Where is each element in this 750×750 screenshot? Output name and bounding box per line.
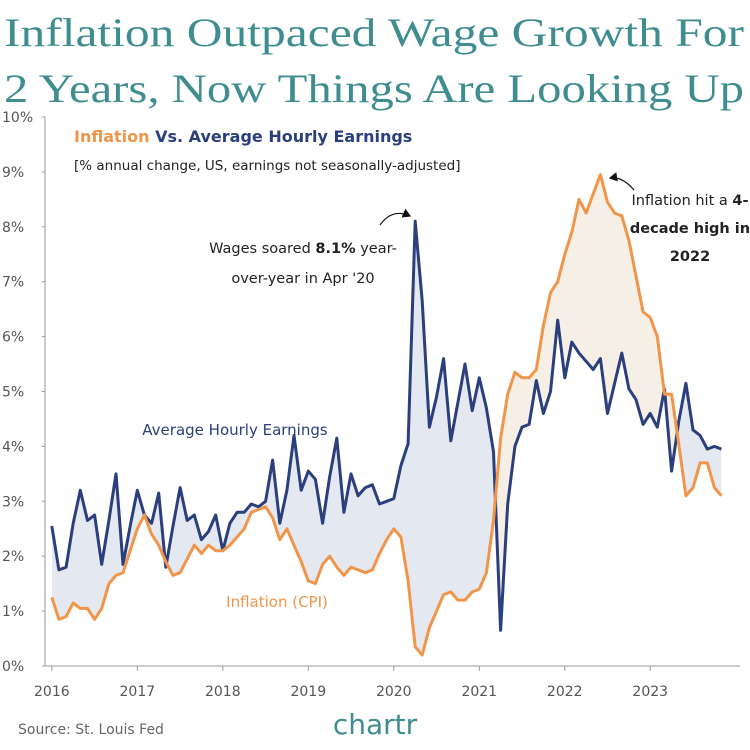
annotation-text: 4- (732, 193, 748, 209)
heading-part: Average Hourly Earnings (189, 127, 413, 146)
source: Source: St. Louis Fed (18, 722, 164, 738)
y-tick-label: 0% (2, 659, 24, 675)
x-tick-label: 2018 (205, 684, 241, 700)
y-tick-label: 5% (2, 385, 24, 401)
y-tick-label: 10% (2, 110, 33, 126)
y-tick-label: 9% (2, 165, 24, 181)
y-tick-label: 2% (2, 549, 24, 565)
heading-part: Inflation (74, 127, 150, 146)
x-tick-label: 2020 (376, 684, 412, 700)
subtitle: [% annual change, US, earnings not seaso… (74, 158, 460, 174)
heading-part: Vs. (155, 127, 183, 146)
annotation-arrow (379, 208, 412, 226)
x-tick-label: 2016 (34, 684, 70, 700)
heading: Inflation Vs. Average Hourly Earnings (74, 127, 412, 146)
annotation-text: year- (356, 241, 397, 257)
plot-area: 0% 1% 2% 3% 4% 5% 6% 7% 8% 9% 10% 2016 2017 2018 2019 2… (2, 110, 740, 700)
y-tick-label: 3% (2, 494, 24, 510)
annotation-arrow (608, 172, 635, 191)
series-label: Inflation (CPI) (226, 593, 328, 611)
x-tick-label: 2021 (461, 684, 497, 700)
chart-title: 2 Years, Now Things Are Looking Up (4, 66, 744, 111)
x-tick-label: 2019 (290, 684, 326, 700)
annotation-text: 8.1% (315, 241, 356, 257)
annotation-text: over-year in Apr '20 (231, 271, 374, 287)
x-tick-label: 2017 (120, 684, 156, 700)
y-tick-label: 4% (2, 439, 24, 455)
annotation-text: decade high in (630, 221, 750, 237)
y-tick-label: 6% (2, 330, 24, 346)
annotation: Inflation hit a 4- (632, 193, 749, 209)
chart-title: Inflation Outpaced Wage Growth For (4, 10, 744, 55)
annotation: Wages soared 8.1% year- (209, 241, 397, 257)
y-tick-label: 8% (2, 220, 24, 236)
y-tick-label: 1% (2, 604, 24, 620)
series-line (50, 173, 723, 657)
y-tick-label: 7% (2, 275, 24, 291)
series-line (50, 219, 722, 632)
brand: chartr (333, 708, 418, 741)
x-tick-label: 2022 (547, 684, 583, 700)
annotation-text: 2022 (670, 249, 710, 265)
annotation-text: Inflation hit a (632, 193, 733, 209)
annotation-text: Wages soared (209, 241, 315, 257)
x-tick-label: 2023 (632, 684, 668, 700)
series-label: Average Hourly Earnings (142, 421, 328, 439)
